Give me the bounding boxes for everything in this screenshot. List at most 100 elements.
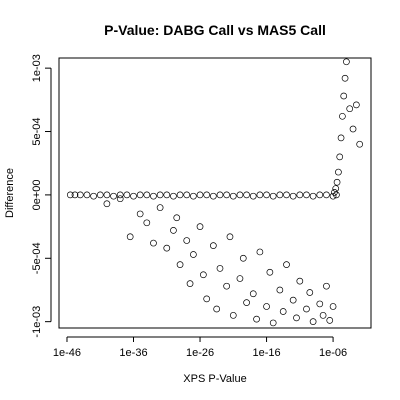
data-point [341,74,349,82]
data-point [103,191,111,199]
data-point [253,315,260,323]
data-point [256,248,264,256]
data-point [346,105,354,113]
data-point [170,192,177,200]
data-point [229,311,237,319]
data-point [306,289,314,296]
data-point [173,214,181,222]
data-point [326,317,334,324]
data-point [123,191,131,199]
data-point [116,195,124,203]
data-point [186,280,194,287]
x-axis-label: XPS P-Value [183,373,246,385]
data-point [216,265,224,272]
x-tick-label: 1e-16 [252,347,280,359]
data-point [243,191,250,199]
data-point [200,271,207,279]
data-point [323,282,330,290]
data-point [150,192,157,200]
data-point [196,191,204,199]
data-point [156,204,164,211]
data-point [163,244,171,252]
data-point [336,153,344,161]
data-point [190,192,197,200]
data-point [316,191,324,199]
y-tick-label: -1e-03 [31,306,43,338]
data-point [316,300,324,308]
data-point [143,219,151,227]
data-point [66,191,74,199]
data-point [309,192,317,200]
data-point [209,192,217,200]
data-point [276,286,284,294]
data-point [236,275,244,282]
data-point [296,277,304,285]
data-point [126,233,134,241]
chart-title: P-Value: DABG Call vs MAS5 Call [104,22,326,38]
data-point [170,227,177,234]
data-point [183,191,191,199]
data-point [156,191,164,199]
data-point [296,191,304,199]
points-layer [66,58,364,327]
data-point [333,191,340,199]
data-point [319,311,327,319]
data-point [136,210,144,218]
x-tick-label: 1e-36 [119,347,147,359]
data-point [343,58,350,66]
data-point [283,191,290,199]
data-point [213,305,221,313]
data-point [333,178,341,186]
data-point [203,295,211,303]
data-point [283,261,290,268]
plot-frame [58,57,372,329]
data-point [176,261,184,268]
data-point [223,282,230,290]
data-point [303,305,310,313]
y-axis: -1e-03 -5e-04 0e+00 5e-04 1e-03 [31,54,52,338]
data-point [150,239,157,247]
data-point [223,191,230,199]
y-ticks: -1e-03 -5e-04 0e+00 5e-04 1e-03 [31,54,51,338]
data-point [209,242,217,249]
data-point [71,191,79,199]
data-point [329,192,337,200]
data-point [190,251,197,258]
data-point [353,101,360,109]
data-point [289,296,297,304]
data-point [256,191,264,199]
data-point [196,223,204,230]
data-point [229,192,237,200]
data-point [332,185,340,192]
data-point [279,308,287,315]
plot-area [58,57,372,329]
data-point [136,191,144,199]
data-point [263,303,270,310]
y-tick-label: 1e-03 [31,54,43,82]
data-point [243,299,250,306]
data-point [116,191,124,199]
data-point [349,125,357,133]
data-point [90,192,97,200]
data-point [263,191,270,199]
y-tick-label: -5e-04 [31,242,43,274]
data-point [276,191,284,199]
x-ticks: 1e-46 1e-36 1e-26 1e-16 1e-06 [53,337,347,359]
data-point [293,314,300,322]
data-point [130,192,137,200]
data-point [143,191,151,199]
data-point [249,290,257,298]
data-point [216,191,224,199]
data-point [269,319,277,327]
data-point [236,191,244,199]
x-tick-label: 1e-06 [319,347,347,359]
data-point [266,268,274,276]
data-point [176,191,184,199]
data-point [96,191,104,199]
data-point [103,200,111,208]
x-tick-label: 1e-46 [53,347,81,359]
data-point [329,303,337,310]
data-point [356,140,364,148]
data-point [183,237,191,244]
